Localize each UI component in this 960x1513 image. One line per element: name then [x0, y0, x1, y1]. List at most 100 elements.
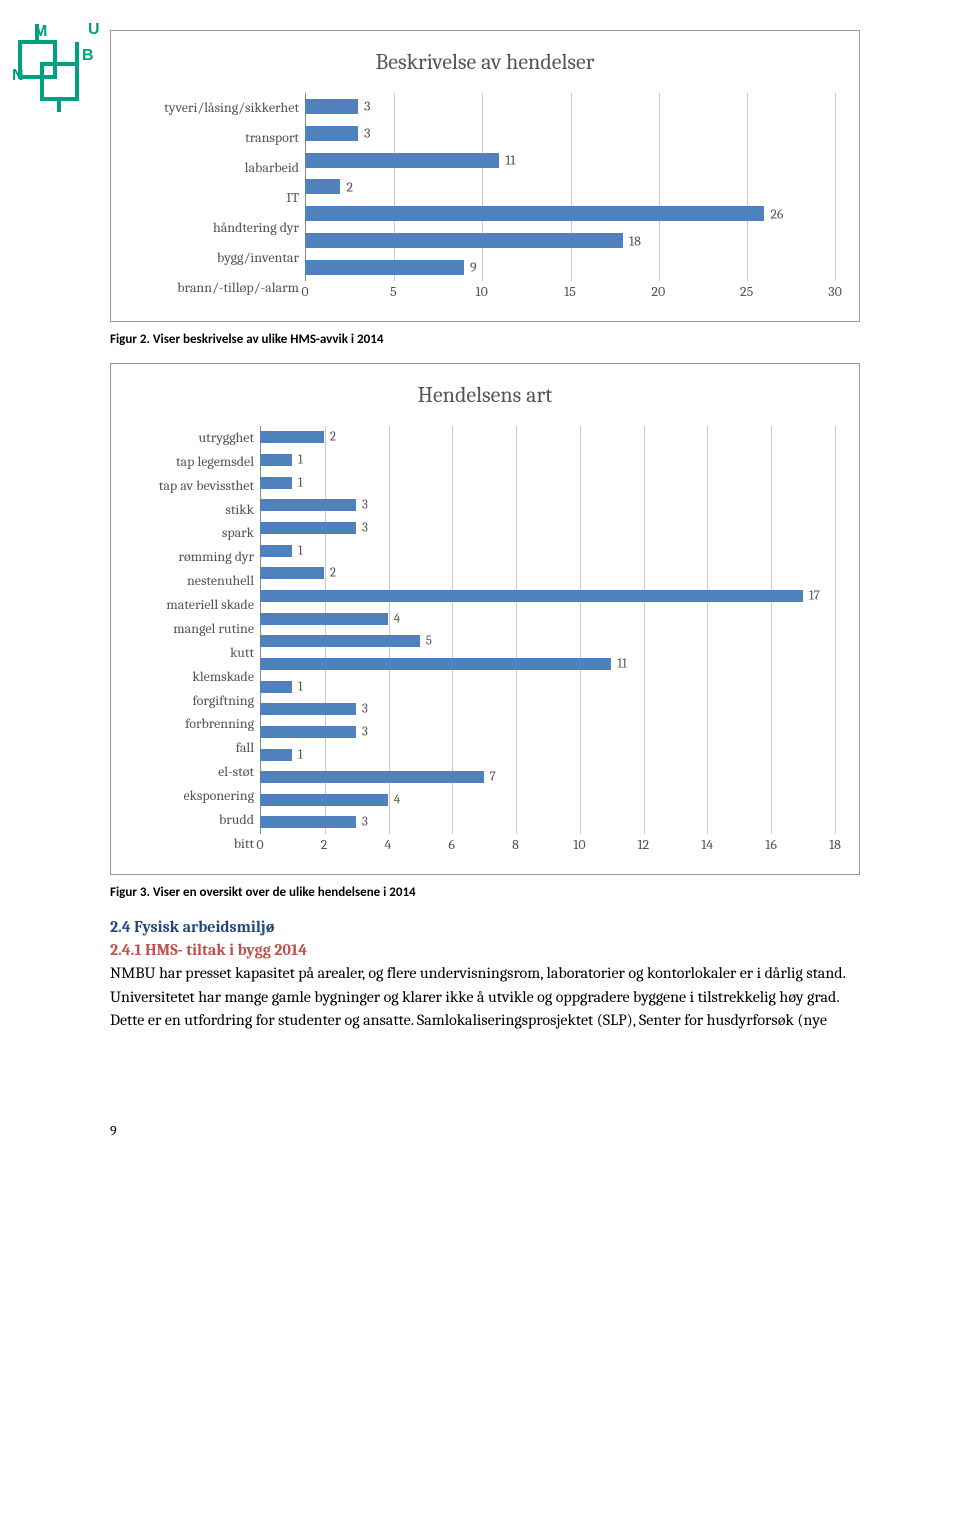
xtick-label: 18 [829, 836, 841, 853]
bar: 7 [260, 771, 484, 783]
bar-value-label: 3 [356, 724, 368, 739]
bar-value-label: 3 [356, 702, 368, 717]
bar: 3 [260, 726, 356, 738]
bar: 5 [260, 635, 420, 647]
bar-slot: 2 [305, 174, 835, 200]
bar-slot: 3 [260, 811, 835, 833]
xtick-label: 10 [476, 283, 488, 300]
xtick-label: 10 [573, 836, 585, 853]
bar-value-label: 1 [292, 475, 303, 490]
category-label: kutt [135, 642, 254, 664]
bar-value-label: 11 [611, 656, 626, 671]
bar-slot: 18 [305, 228, 835, 254]
chart-hendelsens-art: Hendelsens art utrygghettap legemsdeltap… [110, 363, 860, 875]
nmbu-logo: N M B U [10, 20, 100, 115]
bar: 1 [260, 545, 292, 557]
bar-value-label: 3 [356, 498, 368, 513]
xtick-label: 0 [256, 836, 263, 853]
xtick-label: 14 [701, 836, 713, 853]
bar: 1 [260, 749, 292, 761]
category-label: bygg/inventar [135, 245, 299, 271]
svg-text:B: B [82, 47, 94, 64]
bar-value-label: 3 [356, 815, 368, 830]
bar-slot: 11 [305, 147, 835, 173]
chart2-categories: utrygghettap legemsdeltap av bevissthets… [135, 426, 260, 856]
bar-slot: 17 [260, 585, 835, 607]
category-label: brudd [135, 809, 254, 831]
bar-slot: 1 [260, 676, 835, 698]
chart1-plot: 3311226189 051015202530 [305, 93, 835, 303]
bar-value-label: 5 [420, 634, 432, 649]
bar-slot: 3 [260, 494, 835, 516]
bar: 3 [305, 126, 358, 141]
bar-value-label: 18 [623, 232, 641, 249]
bar-slot: 4 [260, 789, 835, 811]
bar-value-label: 7 [484, 770, 496, 785]
bar-value-label: 1 [292, 543, 303, 558]
bar: 3 [305, 99, 358, 114]
category-label: stikk [135, 499, 254, 521]
bar: 17 [260, 590, 803, 602]
bar-slot: 2 [260, 426, 835, 448]
bar-slot: 3 [305, 120, 835, 146]
category-label: forbrenning [135, 713, 254, 735]
bar: 3 [260, 816, 356, 828]
bar-slot: 26 [305, 201, 835, 227]
figure3-caption: Figur 3. Viser en oversikt over de ulike… [110, 885, 860, 900]
bar-value-label: 11 [499, 152, 515, 169]
bar-slot: 2 [260, 562, 835, 584]
bar-slot: 9 [305, 254, 835, 280]
bar-slot: 1 [260, 449, 835, 471]
bar-slot: 3 [305, 93, 835, 119]
bar-value-label: 3 [356, 520, 368, 535]
bar-value-label: 17 [803, 588, 820, 603]
category-label: mangel rutine [135, 618, 254, 640]
chart1-categories: tyveri/låsing/sikkerhettransportlabarbei… [135, 93, 305, 303]
category-label: utrygghet [135, 427, 254, 449]
category-label: bitt [135, 833, 254, 855]
bar-slot: 1 [260, 540, 835, 562]
category-label: håndtering dyr [135, 215, 299, 241]
chart-beskrivelse: Beskrivelse av hendelser tyveri/låsing/s… [110, 30, 860, 322]
xtick-label: 15 [564, 283, 576, 300]
chart2-title: Hendelsens art [135, 382, 835, 408]
bar-value-label: 1 [292, 679, 303, 694]
bar-value-label: 4 [388, 611, 400, 626]
bar: 3 [260, 522, 356, 534]
page-number: 9 [110, 1122, 860, 1139]
xtick-label: 30 [828, 283, 842, 300]
xtick-label: 4 [384, 836, 391, 853]
bar: 1 [260, 681, 292, 693]
bar-slot: 3 [260, 698, 835, 720]
bar: 1 [260, 454, 292, 466]
category-label: tap av bevissthet [135, 475, 254, 497]
xtick-label: 12 [637, 836, 649, 853]
category-label: materiell skade [135, 594, 254, 616]
bar-slot: 1 [260, 472, 835, 494]
category-label: tap legemsdel [135, 451, 254, 473]
bar: 3 [260, 499, 356, 511]
section-heading: 2.4 Fysisk arbeidsmiljø [110, 916, 860, 939]
figure2-caption: Figur 2. Viser beskrivelse av ulike HMS-… [110, 332, 860, 347]
xtick-label: 6 [448, 836, 455, 853]
body-text: 2.4 Fysisk arbeidsmiljø 2.4.1 HMS- tilta… [110, 916, 860, 1032]
bar: 4 [260, 613, 388, 625]
subsection-heading: 2.4.1 HMS- tiltak i bygg 2014 [110, 939, 860, 962]
category-label: labarbeid [135, 155, 299, 181]
bar-value-label: 1 [292, 452, 303, 467]
bar-value-label: 2 [340, 178, 353, 195]
category-label: rømming dyr [135, 546, 254, 568]
category-label: spark [135, 522, 254, 544]
bar: 18 [305, 233, 623, 248]
xtick-label: 20 [651, 283, 665, 300]
xtick-label: 25 [740, 283, 753, 300]
bar: 11 [260, 658, 611, 670]
xtick-label: 8 [512, 836, 519, 853]
bar-value-label: 9 [464, 259, 477, 276]
bar: 2 [305, 179, 340, 194]
xtick-label: 2 [321, 836, 328, 853]
chart2-plot: 21133121745111331743 024681012141618 [260, 426, 835, 856]
bar-slot: 3 [260, 721, 835, 743]
bar-slot: 7 [260, 766, 835, 788]
bar-value-label: 3 [358, 98, 370, 115]
